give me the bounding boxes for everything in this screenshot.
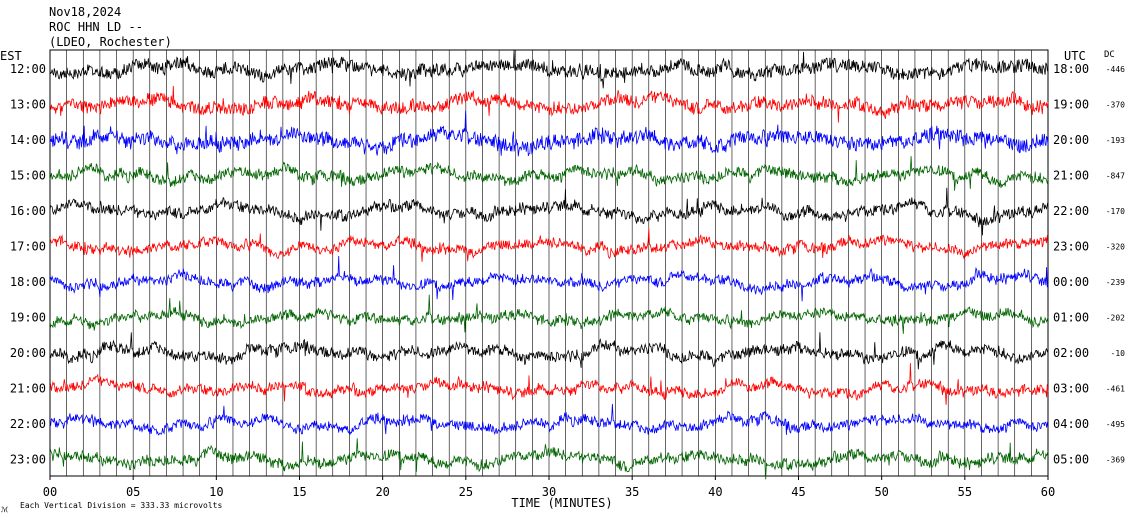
utc-time-label: 02:00 [1053,346,1089,360]
dc-offset-label: -847 [1106,172,1125,181]
utc-time-label: 23:00 [1053,240,1089,254]
minute-gridlines [66,50,1032,476]
utc-time-label: 05:00 [1053,453,1089,467]
x-tick-label: 50 [874,485,888,499]
x-tick-label: 05 [126,485,140,499]
x-tick-label: 30 [542,485,556,499]
scale-note: Each Vertical Division = 333.33 microvol… [20,501,222,510]
trace-group [49,49,1049,480]
dc-offset-label: -495 [1106,420,1125,429]
est-time-label: 15:00 [10,169,46,183]
x-tick-label: 10 [209,485,223,499]
utc-time-label: 20:00 [1053,133,1089,147]
est-time-label: 17:00 [10,240,46,254]
trace-2000 [49,332,1049,370]
x-tick-label: 20 [375,485,389,499]
est-time-label: 14:00 [10,133,46,147]
est-time-label: 21:00 [10,382,46,396]
dc-offset-label: -461 [1106,385,1125,394]
dc-offset-label: -239 [1106,278,1125,287]
utc-time-label: 03:00 [1053,382,1089,396]
trace-1200 [49,49,1049,89]
x-tick-label: 40 [708,485,722,499]
utc-time-label: 00:00 [1053,275,1089,289]
dc-offset-label: -202 [1106,314,1125,323]
est-time-label: 16:00 [10,204,46,218]
trace-2100 [49,363,1049,405]
utc-time-label: 04:00 [1053,417,1089,431]
est-time-label: 22:00 [10,417,46,431]
trace-1800 [49,255,1049,302]
est-time-label: 12:00 [10,62,46,76]
dc-offset-label: -193 [1106,136,1125,145]
dc-offset-label: -369 [1106,456,1125,465]
utc-time-label: 19:00 [1053,98,1089,112]
utc-time-label: 01:00 [1053,311,1089,325]
est-time-label: 13:00 [10,98,46,112]
x-tick-label: 45 [791,485,805,499]
x-tick-label: 25 [459,485,473,499]
header-date: Nov18,2024 [49,5,121,19]
est-time-label: 23:00 [10,453,46,467]
trace-2200 [49,403,1049,436]
dc-offset-label: -320 [1106,243,1125,252]
corner-mark: ℳ [1,506,9,514]
dc-offset-label: -10 [1111,349,1126,358]
utc-time-label: 22:00 [1053,204,1089,218]
trace-1900 [49,294,1049,334]
dc-offset-label: -446 [1106,65,1125,74]
utc-time-label: 18:00 [1053,62,1089,76]
trace-2300 [49,438,1049,480]
x-tick-label: 35 [625,485,639,499]
x-tick-label: 60 [1041,485,1055,499]
header-network: (LDEO, Rochester) [49,35,172,49]
x-tick-label: 00 [43,485,57,499]
trace-1600 [49,187,1049,236]
est-label: EST [0,49,22,63]
dc-offset-label: -170 [1106,207,1125,216]
est-time-label: 19:00 [10,311,46,325]
utc-time-label: 21:00 [1053,169,1089,183]
dc-offset-label: -370 [1106,101,1125,110]
trace-1400 [49,110,1049,157]
x-tick-label: 55 [958,485,972,499]
header-station: ROC HHN LD -- [49,20,143,34]
trace-1700 [49,228,1049,262]
x-axis-ticks: 00 05 10 15 20 25 30 35 40 45 50 55 60 [43,476,1055,499]
trace-1500 [49,156,1049,191]
est-time-label: 20:00 [10,346,46,360]
est-time-label: 18:00 [10,275,46,289]
trace-1300 [49,85,1049,123]
utc-label: UTC [1064,49,1086,63]
row-labels: 12:00 18:00 -446 13:00 19:00 -370 14:00 20:00 -1… [10,62,1125,467]
x-tick-label: 15 [292,485,306,499]
x-axis-title: TIME (MINUTES) [511,496,612,510]
dc-label: DC [1104,50,1115,60]
